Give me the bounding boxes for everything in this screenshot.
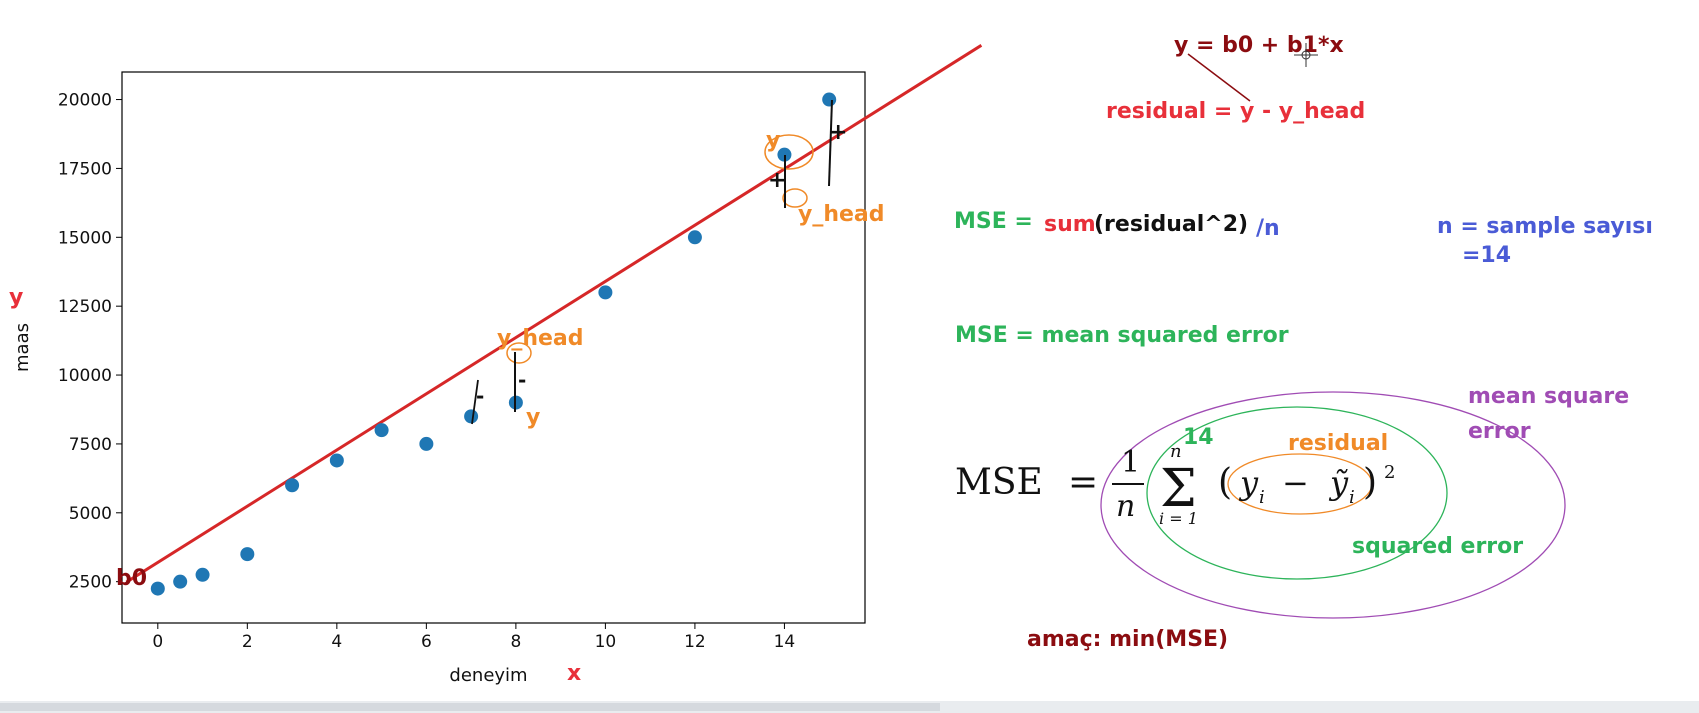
formula-square: 2 [1384,462,1395,483]
residual-definition: residual = y - y_head [1106,99,1365,124]
b0-label: b0 [116,566,147,591]
plus-sign-14: + [768,168,786,193]
formula-y-sub: i [1259,487,1265,508]
formula-y: y [1238,464,1259,502]
y-head-label-14: y_head [798,202,885,227]
formula-close-paren: ) [1363,462,1377,503]
formula-one: 1 [1121,445,1140,480]
y-tick-label: 12500 [58,297,112,317]
formula-upper: n [1170,441,1182,462]
x-tick-label: 14 [774,632,796,652]
formula-yhat-sub: i [1349,487,1355,508]
x-tick-label: 0 [152,632,163,652]
minus-sign-8: - [518,368,526,392]
x-axis-label: deneyim [449,665,527,686]
y-head-marker-14 [782,188,808,208]
y-head-label-8: y_head [497,326,584,351]
x-tick-label: 12 [684,632,706,652]
squared-error-ellipse [1146,406,1448,580]
bottom-scrollbar[interactable] [0,701,1699,713]
data-point [374,423,389,438]
data-point [419,436,434,451]
x-tick-label: 6 [421,632,432,652]
y-label-8: y [526,405,540,430]
data-point [822,92,837,107]
formula-mse: MSE [955,462,1043,503]
y-axis-label: maas [12,323,33,372]
equation: y = b0 + b1*x [1174,33,1344,58]
formula-lower: i = 1 [1159,509,1198,528]
error-word: error [1468,419,1531,444]
upper-limit-fourteen: 14 [1183,425,1214,450]
scrollbar-thumb[interactable] [0,703,940,711]
n-value: =14 [1462,243,1511,268]
x-tick-label: 4 [331,632,342,652]
regression-line [125,44,983,584]
y-tick-label: 17500 [58,159,112,179]
y-tick-label: 10000 [58,366,112,386]
y-head-marker-8 [506,342,532,364]
y-tick-label: 15000 [58,228,112,248]
scatter-plot: 0 2 4 6 8 10 12 14 2500 5000 7500 10000 12500 15000 17… [12,44,983,686]
residual-word: residual [1288,431,1388,456]
mse-label: MSE = [954,209,1033,234]
residual-line-7 [471,379,479,425]
axis-x-letter: x [567,661,581,686]
x-tick-label: 8 [510,632,521,652]
plot-annotations: y x b0 y_head - y - y y_head + + [9,99,885,686]
y-tick-label: 5000 [69,504,112,524]
residual-line-15 [828,99,833,187]
minus-sign-7: - [476,384,484,408]
data-point [240,547,255,562]
y-label-14: y [766,128,780,153]
goal-note: amaç: min(MSE) [1027,627,1228,652]
y-marker-14 [764,134,814,170]
y-tick-label: 7500 [69,435,112,455]
axis-y-letter: y [9,285,23,310]
mse-inner: (residual^2) [1094,212,1248,237]
data-point [329,453,344,468]
data-point [173,574,188,589]
data-point [777,147,792,162]
n-definition: n = sample sayısı [1437,214,1653,239]
squared-error-word: squared error [1352,534,1523,559]
data-point [150,581,165,596]
mse-sum: sum [1044,212,1096,237]
data-point [464,409,479,424]
x-tick-label: 2 [242,632,253,652]
formula-minus: − [1282,464,1309,502]
residual-ellipse [1227,453,1373,515]
y-tick-label: 20000 [58,91,112,111]
data-point [285,478,300,493]
data-point [195,567,210,582]
data-point [598,285,613,300]
formula-sigma: Σ [1160,459,1197,519]
notes: y = b0 + b1*x residual = y - y_head MSE … [954,33,1653,652]
arrow-line [1187,53,1251,102]
mse-meaning: MSE = mean squared error [955,323,1289,348]
formula-equals: = [1068,462,1098,503]
x-tick-label: 10 [595,632,617,652]
formula-open-paren: ( [1218,462,1232,503]
formula-n: n [1116,489,1135,524]
plus-sign-15: + [829,120,847,145]
plot-frame [121,71,866,624]
formula-yhat: ỹ [1328,464,1349,502]
mse-div: /n [1256,216,1280,241]
mean-square-word: mean square [1468,384,1629,409]
data-point [687,230,702,245]
y-tick-label: 2500 [69,573,112,593]
cursor-icon [1294,43,1318,67]
mse-ellipse [1100,391,1566,619]
